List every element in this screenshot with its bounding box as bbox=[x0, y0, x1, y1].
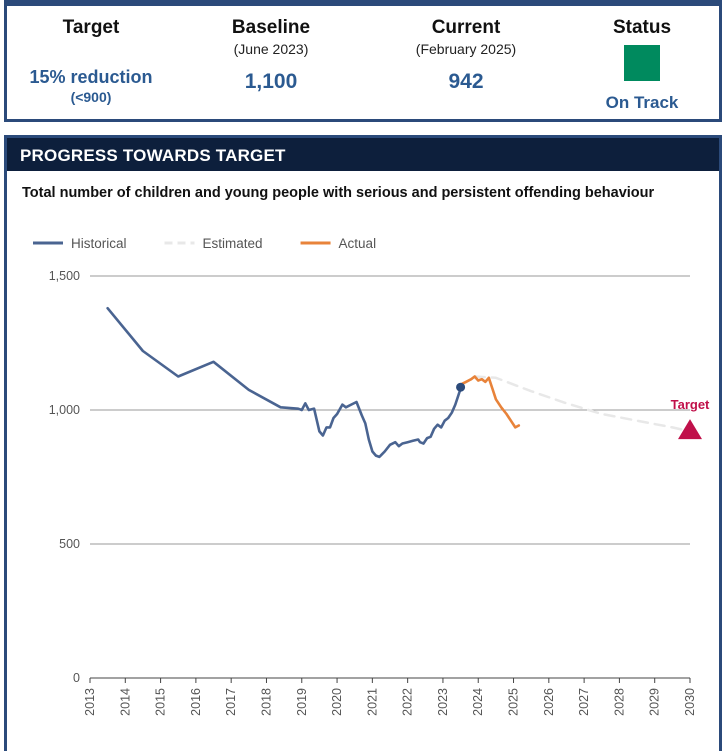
legend-label-estimated: Estimated bbox=[203, 236, 263, 251]
x-tick-label: 2021 bbox=[365, 688, 379, 716]
x-tick-label: 2015 bbox=[154, 688, 168, 716]
target-triangle-icon bbox=[678, 419, 702, 440]
x-tick-label: 2030 bbox=[683, 688, 697, 716]
baseline-column: Baseline (June 2023) 1,100 bbox=[191, 17, 351, 94]
current-sub: (February 2025) bbox=[415, 41, 517, 57]
progress-panel: PROGRESS TOWARDS TARGET Total number of … bbox=[4, 135, 722, 751]
y-tick-label: 500 bbox=[59, 537, 80, 551]
baseline-title: Baseline bbox=[231, 17, 311, 38]
series-line-estimated bbox=[459, 375, 692, 433]
x-tick-label: 2019 bbox=[295, 688, 309, 716]
baseline-sub: (June 2023) bbox=[233, 41, 309, 57]
legend-label-actual: Actual bbox=[339, 236, 377, 251]
y-tick-label: 1,500 bbox=[49, 269, 80, 283]
x-tick-label: 2029 bbox=[648, 688, 662, 716]
y-tick-label: 1,000 bbox=[49, 403, 80, 417]
x-tick-label: 2022 bbox=[401, 688, 415, 716]
x-tick-label: 2026 bbox=[542, 688, 556, 716]
x-tick-label: 2013 bbox=[83, 688, 97, 716]
x-tick-label: 2025 bbox=[507, 688, 521, 716]
current-column: Current (February 2025) 942 bbox=[386, 17, 546, 94]
target-value: 15% reduction bbox=[29, 67, 153, 87]
x-tick-label: 2028 bbox=[612, 688, 626, 716]
status-label: On Track bbox=[605, 93, 679, 112]
x-tick-label: 2014 bbox=[118, 688, 132, 716]
status-column: Status On Track bbox=[577, 17, 707, 113]
status-indicator bbox=[624, 45, 660, 81]
target-column: Target 15% reduction (<900) bbox=[21, 17, 161, 105]
x-tick-label: 2018 bbox=[259, 688, 273, 716]
legend-label-historical: Historical bbox=[71, 236, 127, 251]
x-tick-label: 2024 bbox=[471, 688, 485, 716]
section-header: PROGRESS TOWARDS TARGET bbox=[7, 138, 719, 171]
x-tick-label: 2020 bbox=[330, 688, 344, 716]
y-tick-label: 0 bbox=[73, 671, 80, 685]
target-marker-label: Target bbox=[671, 397, 710, 412]
x-tick-label: 2023 bbox=[436, 688, 450, 716]
baseline-value: 1,100 bbox=[244, 70, 298, 93]
series-line-historical bbox=[106, 306, 462, 459]
target-sub: (<900) bbox=[70, 89, 112, 105]
chart-title: Total number of children and young peopl… bbox=[22, 185, 655, 201]
current-value: 942 bbox=[448, 70, 484, 93]
x-tick-label: 2017 bbox=[224, 688, 238, 716]
series-line-actual bbox=[459, 375, 521, 429]
summary-panel: Target 15% reduction (<900) Baseline (Ju… bbox=[4, 0, 722, 122]
current-title: Current bbox=[431, 17, 501, 38]
baseline-point bbox=[456, 382, 466, 392]
x-tick-label: 2027 bbox=[577, 688, 591, 716]
x-tick-label: 2016 bbox=[189, 688, 203, 716]
target-title: Target bbox=[62, 17, 120, 38]
status-title: Status bbox=[612, 17, 672, 38]
